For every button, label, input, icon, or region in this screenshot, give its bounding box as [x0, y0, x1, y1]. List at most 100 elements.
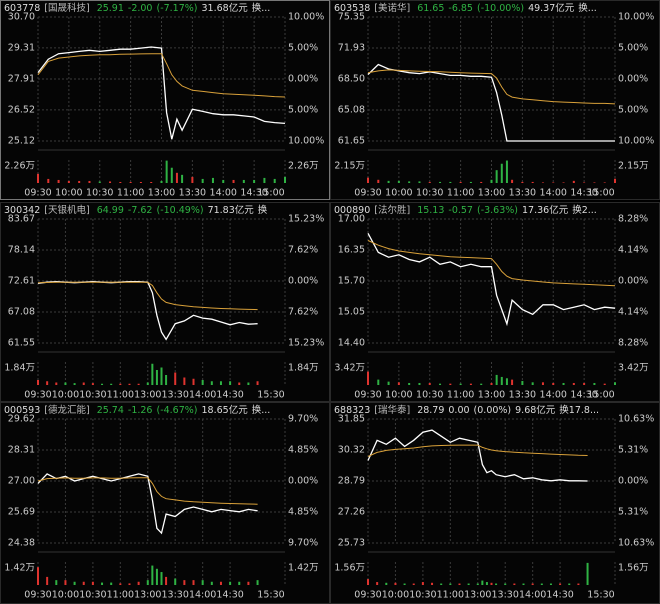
header-field: -1.26 — [128, 405, 153, 416]
y-tick-label: 75.35 — [338, 12, 365, 23]
volume-bar — [387, 180, 390, 183]
y2-tick-label: 5.00% — [288, 43, 318, 54]
volume-tick-label: 1.56万 — [334, 563, 365, 574]
volume-bar — [495, 170, 498, 183]
x-tick-label: 14:30 — [546, 590, 573, 601]
volume-bar — [531, 181, 534, 183]
header-field: 28.79 — [417, 405, 444, 416]
x-tick-label: 15:00 — [257, 188, 284, 199]
price-line — [37, 46, 286, 140]
stock-panel: 603538 [美诺华] 61.65 -6.85 (-10.00%) 49.37亿元 换..… — [330, 0, 660, 200]
y2-tick-label: 5.31% — [618, 506, 648, 517]
price-line — [367, 429, 588, 482]
volume-bar — [82, 581, 85, 585]
volume-bar — [583, 182, 586, 183]
volume-tick-label: 3.42万 — [334, 363, 365, 374]
y-tick-label: 71.93 — [338, 42, 365, 53]
volume-bar — [273, 178, 276, 183]
volume-bar — [55, 382, 58, 385]
x-tick-label: 14:00 — [210, 188, 237, 199]
y2-tick-label: 5.00% — [288, 105, 318, 116]
volume-bar — [98, 181, 101, 183]
volume-bar — [377, 379, 380, 385]
average-line — [367, 444, 588, 457]
y-tick-label: 61.55 — [8, 338, 35, 349]
y-tick-label: 15.05 — [338, 307, 365, 318]
volume-bar — [593, 182, 596, 183]
volume-bar — [101, 582, 104, 585]
volume-bar — [263, 177, 266, 183]
volume-bar — [137, 383, 140, 385]
volume-bar — [521, 181, 524, 183]
volume-bar — [88, 180, 91, 183]
volume-bar — [119, 383, 122, 385]
y2-tick-label: 5.31% — [618, 445, 648, 456]
volume-bar — [55, 580, 58, 585]
volume-bar — [485, 582, 488, 585]
y-tick-label: 24.38 — [8, 538, 35, 549]
volume-bar — [495, 374, 498, 385]
header-field: 9.68亿元 — [515, 404, 556, 416]
volume-bar — [201, 380, 204, 385]
x-tick-label: 10:30 — [416, 390, 443, 401]
y2-tick-label: 10.00% — [618, 136, 654, 147]
volume-bar — [110, 582, 113, 585]
y2-tick-label: 9.70% — [288, 414, 318, 425]
header-field: 换... — [252, 2, 271, 14]
volume-bar — [253, 179, 256, 183]
header-field: [瑞华泰] — [374, 404, 410, 416]
volume-bar — [367, 579, 369, 585]
volume-bar — [394, 582, 397, 585]
x-tick-label: 11:00 — [437, 590, 464, 601]
x-tick-label: 15:00 — [587, 390, 614, 401]
y2-tick-label: 10.63% — [618, 414, 654, 425]
x-tick-label: 10:00 — [55, 188, 82, 199]
y-tick-label: 30.32 — [338, 445, 365, 456]
x-tick-label: 11:00 — [107, 390, 134, 401]
y2-tick-label: 0.00% — [288, 476, 318, 487]
header: 603778 [国晟科技] 25.91 -2.00 (-7.17%) 31.68亿元 换..… — [4, 2, 270, 14]
y-tick-label: 68.50 — [338, 74, 365, 85]
y2-tick-label: 7.62% — [288, 244, 318, 255]
volume-bar — [408, 382, 411, 385]
volume-bar — [101, 383, 104, 385]
volume-bar — [440, 583, 443, 585]
volume-bar — [160, 572, 163, 585]
x-tick-label: 14:00 — [540, 390, 567, 401]
volume-bar — [219, 381, 222, 385]
volume-bar — [37, 173, 39, 183]
y-tick-label: 25.73 — [338, 538, 365, 549]
volume-bar — [490, 179, 493, 183]
volume-bar — [222, 179, 225, 183]
y-tick-label: 30.70 — [8, 12, 35, 23]
volume-bar — [552, 382, 555, 385]
volume-bar — [232, 179, 235, 183]
volume-bar — [165, 375, 168, 385]
volume-bar — [46, 381, 49, 385]
volume-bar — [247, 581, 250, 585]
header-field: (0.00%) — [474, 405, 512, 416]
volume-bar — [505, 160, 508, 183]
volume-bar — [476, 583, 479, 585]
volume-bar — [562, 182, 565, 183]
volume-bar — [387, 381, 390, 385]
volume-bar — [183, 377, 186, 385]
y2-tick-label: 8.28% — [618, 338, 648, 349]
header-field: 换17.8... — [559, 404, 599, 416]
volume-bar — [128, 583, 131, 585]
x-tick-label: 10:00 — [52, 590, 79, 601]
header-field: 17.36亿元 — [522, 204, 569, 216]
volume-bar — [552, 182, 555, 183]
y-tick-label: 31.85 — [338, 414, 365, 425]
volume-bar — [139, 181, 142, 183]
x-tick-label: 14:00 — [189, 390, 216, 401]
x-tick-label: 13:00 — [478, 188, 505, 199]
volume-bar — [480, 383, 483, 385]
volume-bar — [583, 382, 586, 385]
volume-bar — [46, 576, 49, 585]
x-tick-label: 10:30 — [79, 590, 106, 601]
volume-tick-label: 1.84万 — [288, 363, 319, 374]
header-field: -6.85 — [448, 3, 473, 14]
volume-tick-label: 1.84万 — [4, 363, 35, 374]
volume-bar — [151, 565, 154, 585]
